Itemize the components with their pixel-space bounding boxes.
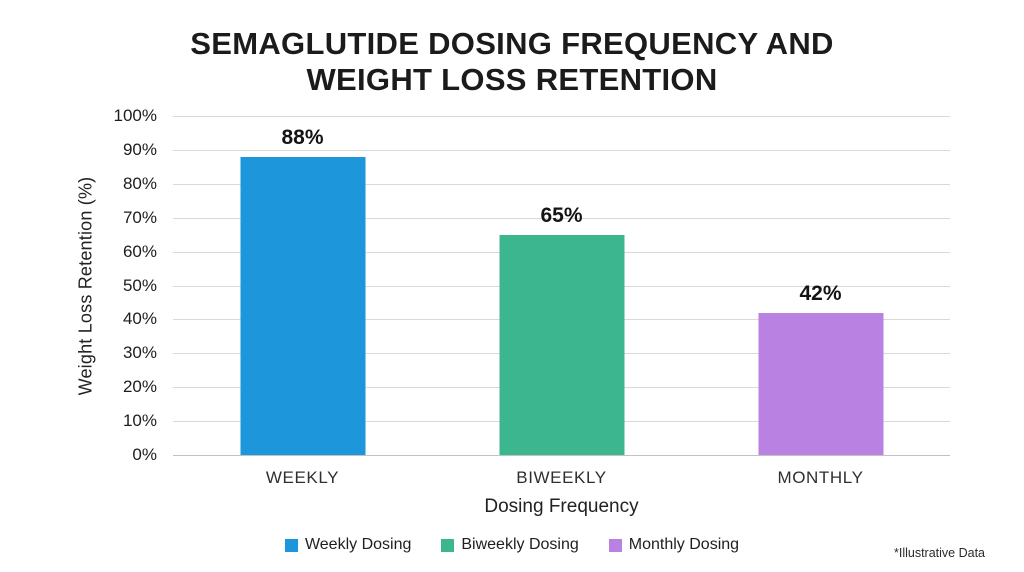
x-axis-title: Dosing Frequency xyxy=(484,496,639,517)
chart-title: SEMAGLUTIDE DOSING FREQUENCY AND WEIGHT … xyxy=(0,26,1024,98)
y-tick-label-10: 10% xyxy=(122,411,157,431)
legend-item-weekly-dosing: Weekly Dosing xyxy=(284,536,412,554)
chart-title-line-2: WEIGHT LOSS RETENTION xyxy=(306,62,718,97)
chart-title-line-1: SEMAGLUTIDE DOSING FREQUENCY AND xyxy=(190,26,834,61)
gridline-90 xyxy=(173,149,950,151)
bar-slot-monthly: 42% MONTHLY xyxy=(691,116,950,487)
y-tick-label-70: 70% xyxy=(122,207,157,227)
y-tick-label-40: 40% xyxy=(122,309,157,329)
bar-slot-weekly: 88% WEEKLY xyxy=(173,116,432,487)
bar-value-label-monthly: 42% xyxy=(799,281,842,305)
plot-area: 100% 90% 80% 70% 60% 50% 40% 30% 20% 10% 0% 88% WEEK… xyxy=(114,106,950,487)
y-tick-label-0: 0% xyxy=(132,445,157,464)
bar-slot-biweekly: 65% BIWEEKLY xyxy=(432,116,691,487)
y-tick-label-50: 50% xyxy=(122,275,157,295)
legend: Weekly Dosing Biweekly Dosing Monthly Dosi… xyxy=(0,536,1024,554)
bar-value-label-biweekly: 65% xyxy=(540,203,583,227)
gridline-80 xyxy=(173,183,950,185)
legend-label: Monthly Dosing xyxy=(628,536,740,553)
legend-swatch-icon xyxy=(608,538,622,552)
bar-monthly xyxy=(758,312,883,455)
gridline-100 xyxy=(173,116,950,117)
bar-biweekly xyxy=(499,234,624,455)
x-tick-label-biweekly: BIWEEKLY xyxy=(516,468,607,487)
bar-value-label-weekly: 88% xyxy=(281,125,324,149)
legend-item-monthly-dosing: Monthly Dosing xyxy=(608,536,740,554)
legend-label: Weekly Dosing xyxy=(304,536,412,553)
bar-weekly xyxy=(240,156,365,455)
x-tick-label-monthly: MONTHLY xyxy=(777,468,864,487)
y-tick-label-30: 30% xyxy=(122,343,157,363)
y-tick-label-60: 60% xyxy=(122,241,157,261)
y-tick-label-80: 80% xyxy=(122,173,157,193)
y-tick-label-100: 100% xyxy=(113,106,157,125)
legend-item-biweekly-dosing: Biweekly Dosing xyxy=(441,536,579,554)
y-tick-label-90: 90% xyxy=(122,139,157,159)
x-tick-label-weekly: WEEKLY xyxy=(265,468,340,487)
gridline-0 xyxy=(173,455,950,456)
legend-label: Biweekly Dosing xyxy=(461,536,579,553)
footnote: *Illustrative Data xyxy=(893,546,985,560)
gridline-70 xyxy=(173,217,950,219)
legend-swatch-icon xyxy=(441,538,455,552)
legend-swatch-icon xyxy=(284,538,298,552)
y-tick-label-20: 20% xyxy=(122,377,157,397)
